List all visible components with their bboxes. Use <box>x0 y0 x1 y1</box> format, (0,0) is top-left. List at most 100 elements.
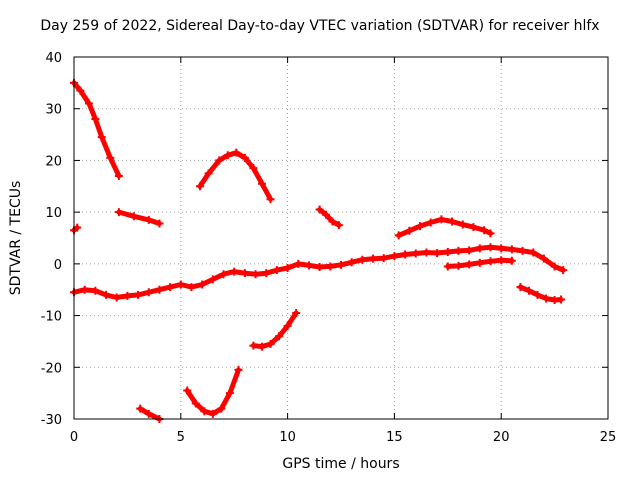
data-point <box>516 283 525 292</box>
series-line-upper-3 <box>197 150 273 202</box>
data-point <box>215 156 224 165</box>
series-line-lower-1 <box>250 310 299 350</box>
data-point <box>262 269 271 278</box>
series-line-upper-2 <box>116 209 162 226</box>
data-point <box>225 389 234 398</box>
data-point <box>448 217 457 226</box>
y-tick-label: 30 <box>45 103 62 118</box>
series-line-upper-4 <box>317 207 342 228</box>
data-point <box>266 195 275 204</box>
data-point <box>249 341 258 350</box>
data-point <box>486 257 495 266</box>
data-point <box>155 219 164 228</box>
data-point <box>198 280 207 289</box>
data-point <box>196 182 205 191</box>
data-point <box>251 270 260 279</box>
data-point <box>405 226 414 235</box>
data-point <box>114 208 123 217</box>
data-point <box>443 247 452 256</box>
data-point <box>176 280 185 289</box>
data-point <box>550 262 559 271</box>
data-point <box>379 254 388 263</box>
x-tick-label: 0 <box>70 430 78 445</box>
data-point <box>183 386 192 395</box>
data-point <box>507 245 516 254</box>
data-point <box>454 261 463 270</box>
data-point <box>187 283 196 292</box>
data-point <box>249 164 258 173</box>
y-tick-label: -30 <box>41 413 62 428</box>
series-line-upper-5 <box>396 216 493 238</box>
data-point <box>416 222 425 231</box>
data-point <box>134 290 143 299</box>
data-point <box>123 291 132 300</box>
data-point <box>204 169 213 178</box>
data-point <box>84 99 93 108</box>
data-point <box>106 153 115 162</box>
data-point <box>529 248 538 257</box>
data-point <box>97 133 106 142</box>
data-point <box>322 210 331 219</box>
chart-title: Day 259 of 2022, Sidereal Day-to-day VTE… <box>40 18 600 34</box>
data-point <box>465 260 474 269</box>
data-point <box>334 221 343 230</box>
data-point <box>518 246 527 255</box>
data-point <box>217 404 226 413</box>
data-point <box>257 342 266 351</box>
y-tick-label: 40 <box>45 51 62 66</box>
axis-ticks: 0 5 10 15 20 25 -30 -20 -10 0 10 20 30 40 <box>41 51 617 445</box>
plot-frame <box>73 56 609 420</box>
data-point <box>219 270 228 279</box>
data-point <box>232 148 241 157</box>
data-point <box>422 248 431 257</box>
data-point <box>559 266 568 275</box>
data-point <box>272 266 281 275</box>
series-layer <box>70 78 568 423</box>
data-point <box>369 254 378 263</box>
data-point <box>129 212 138 221</box>
data-point <box>76 86 85 95</box>
y-tick-label: -20 <box>41 361 62 376</box>
data-point <box>328 217 337 226</box>
data-point <box>80 285 89 294</box>
data-point <box>524 286 533 295</box>
y-tick-label: -10 <box>41 310 62 325</box>
data-point <box>443 262 452 271</box>
data-point <box>102 290 111 299</box>
x-tick-label: 15 <box>386 430 403 445</box>
data-point <box>155 285 164 294</box>
data-point <box>91 115 100 124</box>
data-point <box>433 248 442 257</box>
data-point <box>533 290 542 299</box>
data-point <box>208 409 217 418</box>
data-point <box>283 263 292 272</box>
data-point <box>294 259 303 268</box>
data-point <box>458 220 467 229</box>
data-point <box>475 258 484 267</box>
data-point <box>337 260 345 269</box>
data-point <box>275 332 284 341</box>
data-point <box>240 269 249 278</box>
data-point <box>475 244 484 253</box>
data-point <box>112 293 121 302</box>
data-point <box>144 215 153 224</box>
data-point <box>315 262 324 271</box>
series-line-main <box>71 244 566 300</box>
data-point <box>347 258 356 267</box>
data-point <box>234 365 243 374</box>
data-point <box>114 171 123 180</box>
data-point <box>437 215 446 224</box>
data-point <box>411 249 420 258</box>
x-tick-label: 20 <box>493 430 510 445</box>
data-point <box>200 407 209 416</box>
data-point <box>304 261 313 270</box>
data-point <box>292 308 301 317</box>
data-point <box>469 223 478 232</box>
y-tick-label: 0 <box>54 258 62 273</box>
data-point <box>401 250 410 259</box>
data-point <box>257 179 266 188</box>
data-point <box>191 399 200 408</box>
x-axis-label: GPS time / hours <box>282 456 400 472</box>
data-point <box>486 243 495 252</box>
data-point <box>223 151 232 160</box>
